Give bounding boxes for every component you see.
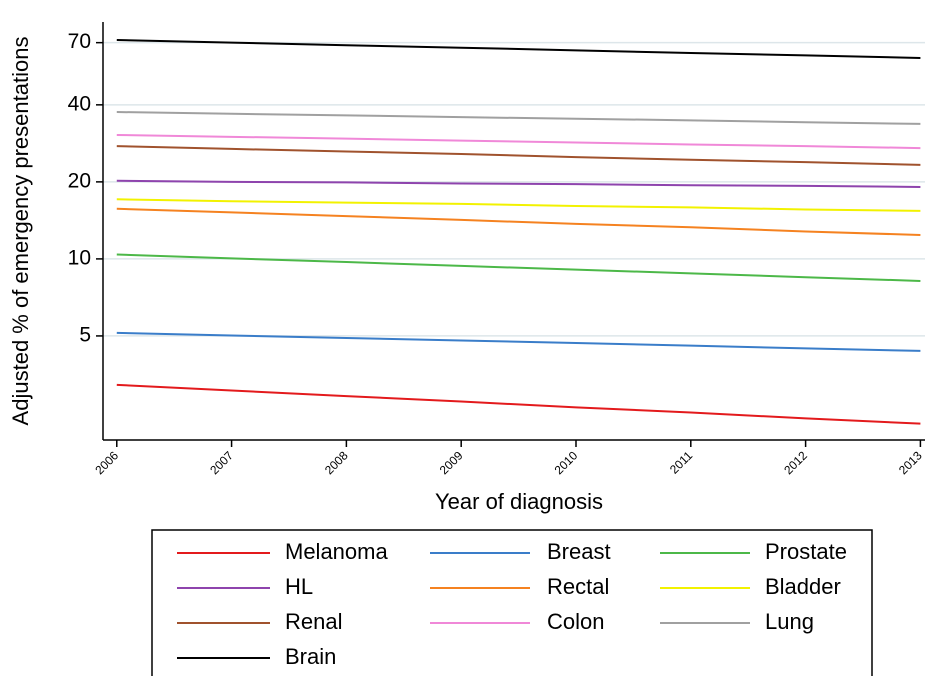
series-line	[116, 253, 921, 282]
x-tick-label: 2011	[667, 448, 695, 476]
legend-label: Breast	[547, 539, 611, 564]
x-tick-label: 2006	[92, 448, 121, 477]
x-tick-label: 2013	[896, 448, 925, 477]
legend-label: Bladder	[765, 574, 841, 599]
x-tick-label: 2008	[322, 448, 351, 477]
x-tick-label: 2012	[781, 448, 810, 477]
series-line	[116, 145, 921, 166]
series-line	[116, 383, 921, 425]
y-tick-label: 40	[68, 92, 91, 115]
series-line	[116, 179, 921, 188]
legend-label: Rectal	[547, 574, 609, 599]
legend-label: Colon	[547, 609, 604, 634]
y-tick-label: 5	[79, 323, 91, 346]
y-tick-label: 70	[68, 30, 91, 53]
legend-label: Prostate	[765, 539, 847, 564]
y-tick-label: 20	[68, 169, 91, 192]
x-tick-label: 2009	[437, 448, 466, 477]
x-tick-label: 2010	[552, 448, 581, 477]
legend-label: Lung	[765, 609, 814, 634]
series-line	[116, 111, 921, 125]
legend-label: Brain	[285, 644, 336, 669]
series-line	[116, 331, 921, 352]
y-axis-label: Adjusted % of emergency presentations	[8, 37, 33, 426]
legend-label: HL	[285, 574, 313, 599]
series-line	[116, 207, 921, 236]
series-line	[116, 198, 921, 212]
legend-box	[151, 529, 873, 676]
x-tick-label: 2007	[207, 448, 236, 477]
x-axis-label: Year of diagnosis	[435, 489, 603, 514]
legend-label: Renal	[285, 609, 342, 634]
series-line	[116, 38, 921, 59]
legend-label: Melanoma	[285, 539, 388, 564]
y-tick-label: 10	[68, 246, 91, 269]
series-line	[116, 133, 921, 150]
